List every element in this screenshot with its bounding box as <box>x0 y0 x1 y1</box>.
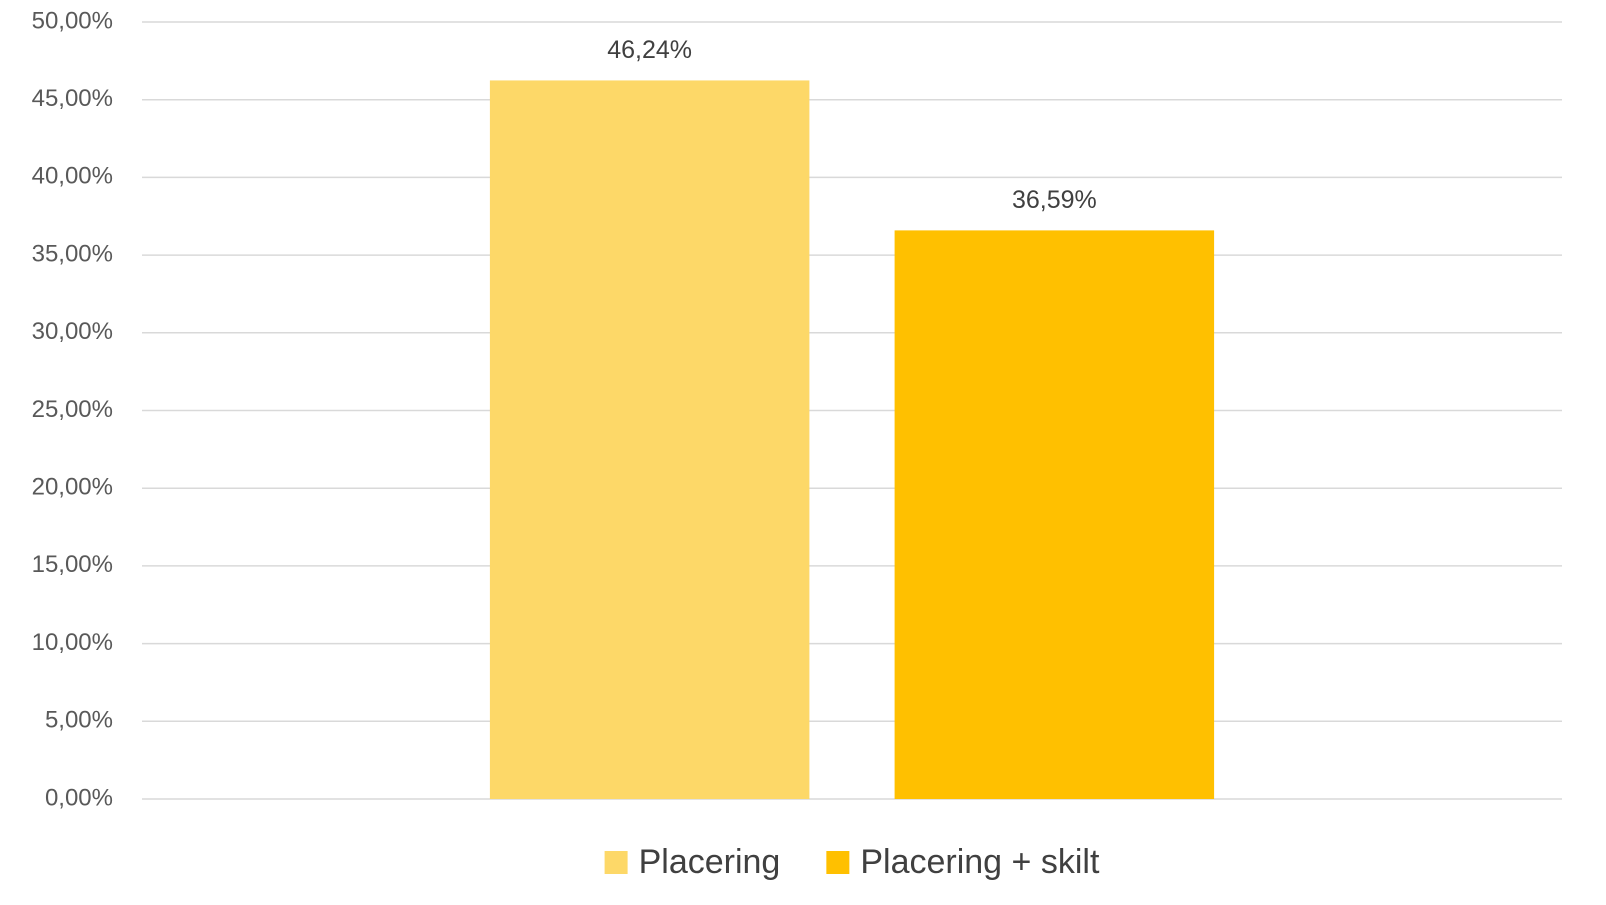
y-tick-label: 45,00% <box>32 85 113 112</box>
y-tick-label: 15,00% <box>32 551 113 578</box>
y-tick-label: 40,00% <box>32 163 113 190</box>
y-tick-label: 20,00% <box>32 474 113 501</box>
bar <box>894 230 1215 799</box>
y-tick-label: 30,00% <box>32 318 113 345</box>
y-tick-label: 50,00% <box>32 7 113 34</box>
y-tick-label: 10,00% <box>32 629 113 656</box>
legend-swatch <box>604 851 628 874</box>
y-tick-label: 5,00% <box>45 707 113 734</box>
value-label: 36,59% <box>1012 186 1097 214</box>
y-tick-label: 25,00% <box>32 396 113 423</box>
value-label: 46,24% <box>607 36 692 64</box>
legend-label: Placering <box>639 843 781 881</box>
y-tick-label: 0,00% <box>45 784 113 811</box>
legend-swatch <box>826 851 850 874</box>
y-tick-label: 35,00% <box>32 240 113 267</box>
bar <box>489 80 810 799</box>
legend-label: Placering + skilt <box>860 843 1100 881</box>
